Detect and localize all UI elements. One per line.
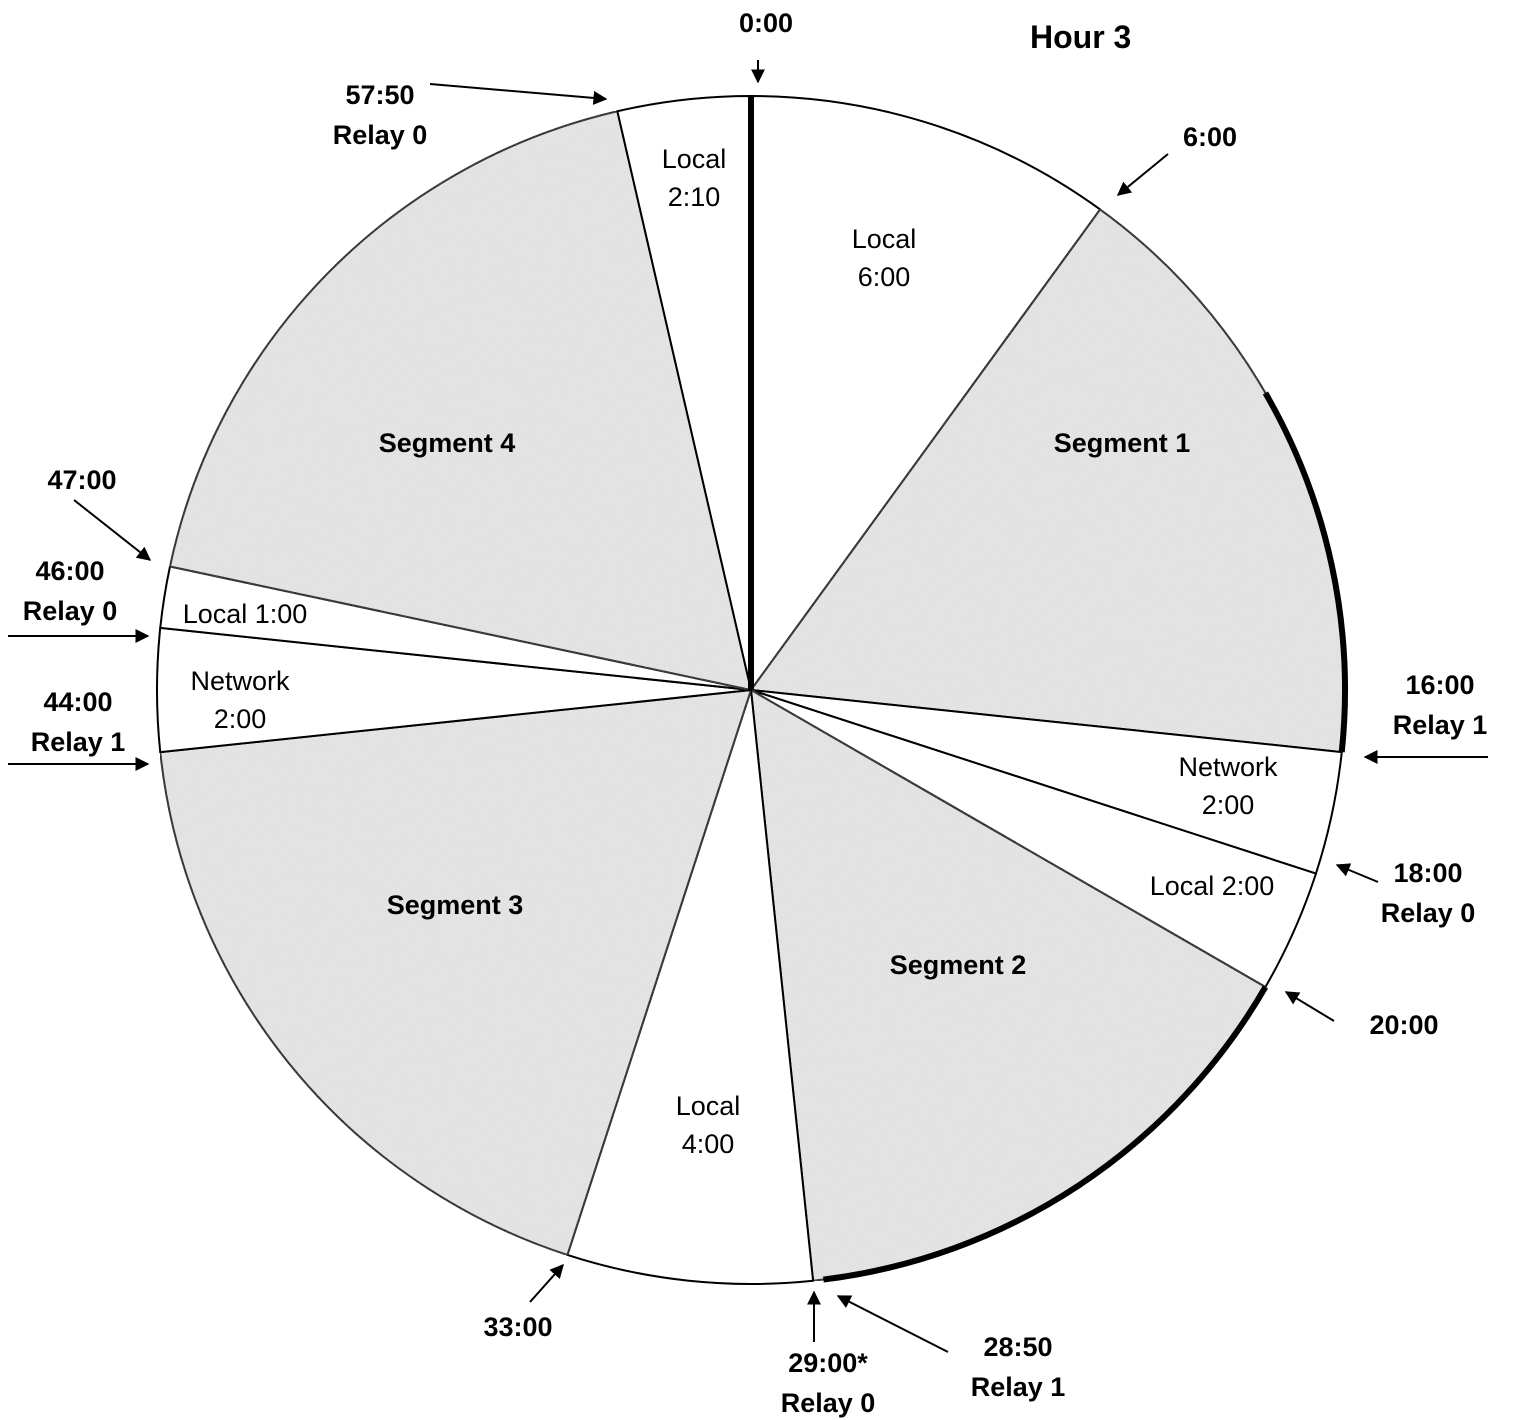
marker-28-50-label-relay-1: Relay 1 (971, 1372, 1066, 1402)
clock-slices (156, 94, 1347, 1285)
marker-16-00-label-relay-1: Relay 1 (1393, 710, 1488, 740)
marker-18-00-label-18-00: 18:00 (1393, 858, 1462, 888)
marker-33-00-arrow (529, 1263, 564, 1303)
slice-label-local-4-1: Local (676, 1091, 741, 1121)
marker-46-00-label-46-00: 46:00 (35, 556, 104, 586)
slice-label-local-4-2: 4:00 (682, 1129, 735, 1159)
slice-local-4 (566, 689, 815, 1285)
marker-47-00-arrow (73, 499, 152, 561)
marker-18-00-label-relay-0: Relay 0 (1381, 898, 1476, 928)
marker-57-50-label-relay-0: Relay 0 (333, 120, 428, 150)
marker-6-00-label-6-00: 6:00 (1183, 122, 1237, 152)
slice-label-network-2b-2: 2:00 (214, 704, 267, 734)
marker-20-00-label-20-00: 20:00 (1369, 1010, 1438, 1040)
slice-segment-4 (168, 110, 753, 692)
marker-18-00-arrow (1335, 863, 1379, 883)
slice-label-local-6-2: 6:00 (858, 262, 911, 292)
slice-label-segment-1-1: Segment 1 (1054, 428, 1191, 458)
marker-46-00-label-relay-0: Relay 0 (23, 596, 118, 626)
marker-28-50-arrow (836, 1295, 949, 1353)
slice-segment-3 (159, 688, 753, 1257)
marker-28-50-label-28-50: 28:50 (983, 1332, 1052, 1362)
slice-label-network-2b-1: Network (190, 666, 290, 696)
slice-local-6 (750, 94, 1102, 694)
highlight-arc-1 (1262, 391, 1348, 753)
marker-0-00-label-0-00: 0:00 (739, 8, 793, 38)
slice-label-network-2a-1: Network (1178, 752, 1278, 782)
marker-16-00-label-16-00: 16:00 (1405, 670, 1474, 700)
diagram-title: Hour 3 (1030, 19, 1131, 55)
slice-label-local-2-10-1: Local (662, 144, 727, 174)
marker-57-50-arrow (429, 83, 608, 105)
slice-label-segment-2-1: Segment 2 (890, 950, 1027, 980)
marker-44-00-label-relay-1: Relay 1 (31, 727, 126, 757)
slice-labels: Local 6:00 Segment 1 Network 2:00 Local 2:00 S… (183, 144, 1278, 1159)
marker-29-00-label-29-00: 29:00* (788, 1348, 868, 1378)
marker-20-00-arrow (1284, 991, 1335, 1022)
slice-label-local-2-1: Local 2:00 (1150, 871, 1275, 901)
slice-label-segment-3-1: Segment 3 (387, 890, 524, 920)
marker-33-00-label-33-00: 33:00 (483, 1312, 552, 1342)
marker-47-00-label-47-00: 47:00 (47, 465, 116, 495)
highlight-arc-2 (823, 985, 1269, 1283)
slice-label-local-6-1: Local (852, 224, 917, 254)
slice-label-local-1-1: Local 1:00 (183, 599, 308, 629)
marker-6-00-arrow (1116, 153, 1169, 196)
marker-57-50-label-57-50: 57:50 (345, 80, 414, 110)
time-markers: 0:00 6:00 16:00 Relay 1 18:00 Relay 0 20:00 28:… (8, 8, 1488, 1418)
slice-label-segment-4-1: Segment 4 (379, 428, 516, 458)
slice-label-local-2-10-2: 2:10 (668, 182, 721, 212)
marker-29-00-label-relay-0: Relay 0 (781, 1388, 876, 1418)
highlight-arcs (823, 391, 1348, 1283)
marker-44-00-label-44-00: 44:00 (43, 687, 112, 717)
slice-label-network-2a-2: 2:00 (1202, 790, 1255, 820)
